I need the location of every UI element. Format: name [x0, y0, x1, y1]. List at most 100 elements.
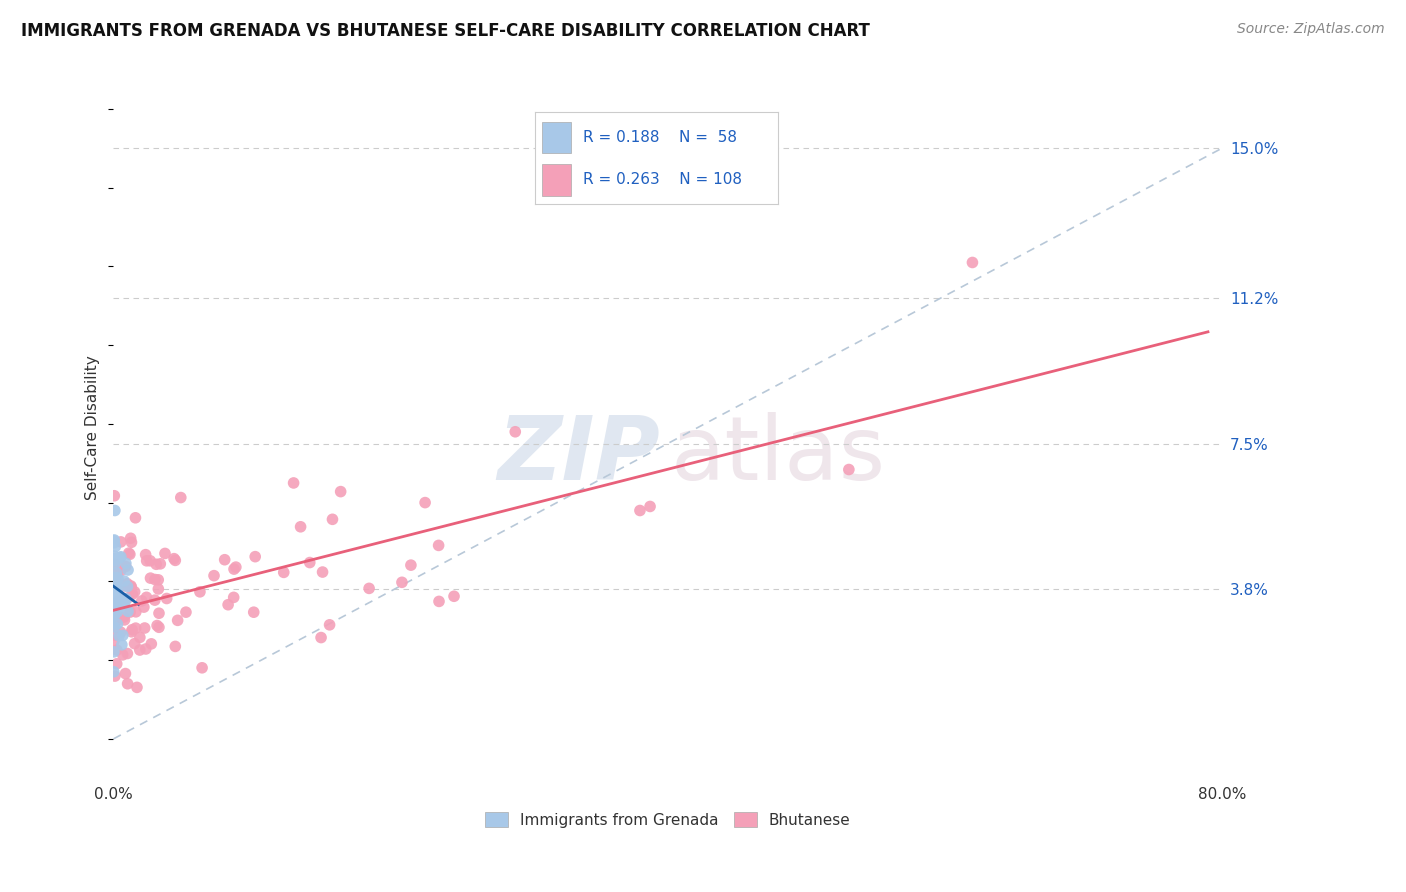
Point [128, 643, 150, 657]
Point [104, 571, 127, 585]
Point [114, 613, 136, 627]
Point [427, 538, 450, 552]
Point [117, 647, 139, 661]
Point [103, 597, 125, 611]
Point [134, 621, 156, 635]
Point [148, 606, 170, 620]
Point [103, 489, 125, 503]
Point [105, 571, 128, 585]
Point [108, 592, 131, 607]
Point [105, 612, 128, 626]
Point [242, 605, 264, 619]
Point [125, 605, 148, 619]
Point [105, 573, 128, 587]
Point [139, 571, 162, 585]
Point [191, 661, 214, 675]
Point [103, 620, 125, 634]
Point [103, 549, 125, 563]
Point [139, 554, 162, 568]
Point [318, 617, 340, 632]
Point [112, 591, 135, 606]
Point [104, 579, 127, 593]
Point [121, 535, 143, 549]
Point [628, 503, 651, 517]
Point [309, 631, 332, 645]
Point [298, 556, 321, 570]
Point [103, 590, 125, 604]
Point [443, 589, 465, 603]
Point [105, 605, 128, 619]
Point [103, 603, 125, 617]
Point [103, 535, 125, 549]
Point [107, 577, 129, 591]
Point [283, 475, 305, 490]
Point [321, 512, 343, 526]
Point [131, 594, 153, 608]
Point [117, 563, 139, 577]
Point [156, 591, 179, 606]
Point [962, 255, 984, 269]
Point [111, 628, 134, 642]
Point [124, 510, 146, 524]
Point [105, 602, 128, 616]
Point [117, 580, 139, 594]
Point [104, 599, 127, 613]
Point [115, 557, 138, 571]
Point [135, 642, 157, 657]
Point [413, 495, 436, 509]
Point [399, 558, 422, 573]
Point [104, 553, 127, 567]
Point [165, 553, 187, 567]
Point [117, 604, 139, 618]
Point [135, 591, 157, 605]
Point [103, 665, 125, 679]
Point [105, 610, 128, 624]
Point [170, 491, 193, 505]
Point [188, 584, 211, 599]
Point [104, 600, 127, 615]
Point [149, 557, 172, 571]
Point [145, 558, 167, 572]
Point [117, 677, 139, 691]
Point [105, 566, 128, 580]
Point [163, 551, 186, 566]
Point [166, 613, 188, 627]
Point [427, 594, 450, 608]
Text: Source: ZipAtlas.com: Source: ZipAtlas.com [1237, 22, 1385, 37]
Text: ZIP: ZIP [498, 412, 661, 500]
Point [114, 666, 136, 681]
Point [108, 629, 131, 643]
Point [214, 552, 236, 566]
Point [838, 462, 860, 476]
Point [105, 572, 128, 586]
Point [118, 546, 141, 560]
Point [141, 637, 163, 651]
Point [105, 657, 128, 671]
Point [107, 617, 129, 632]
Point [111, 648, 134, 662]
Point [135, 548, 157, 562]
Point [103, 582, 125, 596]
Point [202, 568, 225, 582]
Point [222, 591, 245, 605]
Point [112, 574, 135, 588]
Point [104, 598, 127, 612]
Point [359, 582, 381, 596]
Point [104, 619, 127, 633]
Point [110, 549, 132, 564]
Point [638, 500, 661, 514]
Point [103, 553, 125, 567]
Point [124, 637, 146, 651]
Point [174, 605, 197, 619]
Text: atlas: atlas [671, 412, 886, 500]
Point [107, 594, 129, 608]
Point [143, 573, 166, 587]
Point [135, 554, 157, 568]
Point [105, 599, 128, 613]
Point [103, 610, 125, 624]
Legend: Immigrants from Grenada, Bhutanese: Immigrants from Grenada, Bhutanese [478, 805, 856, 834]
Point [128, 631, 150, 645]
Point [104, 503, 127, 517]
Point [110, 564, 132, 578]
Point [329, 484, 352, 499]
